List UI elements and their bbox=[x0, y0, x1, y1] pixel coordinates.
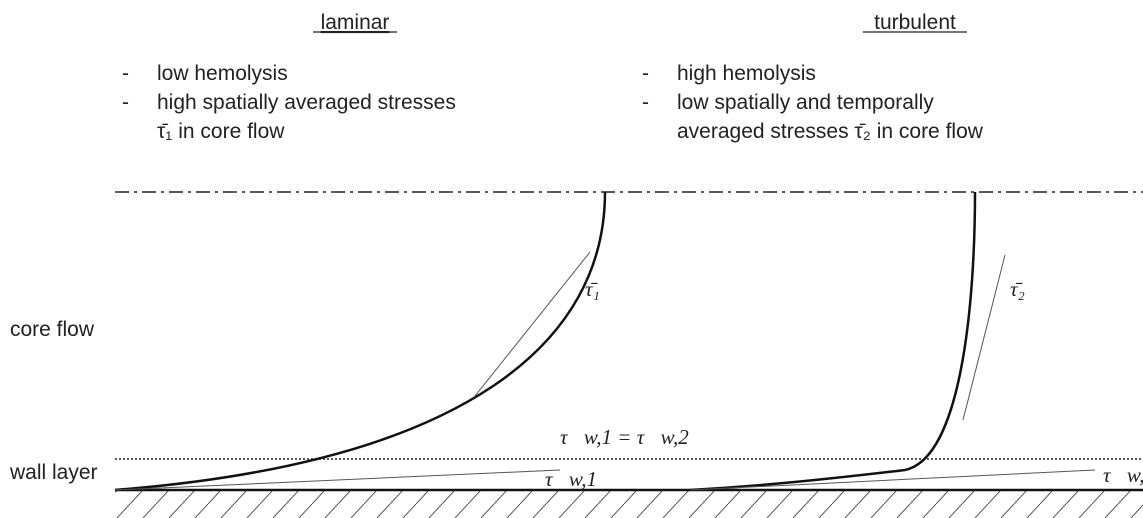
bullet-text: high spatially averaged stresses bbox=[157, 91, 456, 114]
bullet-marker: - bbox=[642, 91, 649, 114]
stress-label: τ̄₂ bbox=[1010, 277, 1025, 301]
bullet-text: τ̄₁ in core flow bbox=[157, 120, 285, 143]
bullet-text: low hemolysis bbox=[157, 62, 288, 85]
bullet-text: averaged stresses τ̄₂ in core flow bbox=[677, 120, 984, 143]
stress-label: τ⃗w,1 = τ⃗w,2 bbox=[560, 425, 689, 449]
bullet-marker: - bbox=[122, 91, 129, 114]
stress-label: τ⃗w,1 bbox=[545, 467, 597, 491]
tangent bbox=[474, 251, 591, 397]
heading: laminar bbox=[321, 11, 390, 34]
bullet-text: low spatially and temporally bbox=[677, 91, 934, 114]
bullet-text: high hemolysis bbox=[677, 62, 816, 85]
tangent bbox=[962, 254, 1006, 421]
stress-label: τ̄₁ bbox=[585, 277, 600, 301]
heading: turbulent bbox=[874, 11, 956, 34]
laminar-profile bbox=[114, 191, 607, 492]
region-label: core flow bbox=[10, 318, 95, 341]
bullet-marker: - bbox=[122, 62, 129, 85]
stress-label: τ⃗w,2 bbox=[1103, 463, 1143, 487]
wall-hatch bbox=[115, 490, 1143, 518]
region-label: wall layer bbox=[9, 461, 98, 484]
tangent bbox=[689, 469, 1096, 491]
turbulent-profile bbox=[689, 191, 977, 492]
tangent bbox=[114, 469, 561, 491]
bullet-marker: - bbox=[642, 62, 649, 85]
